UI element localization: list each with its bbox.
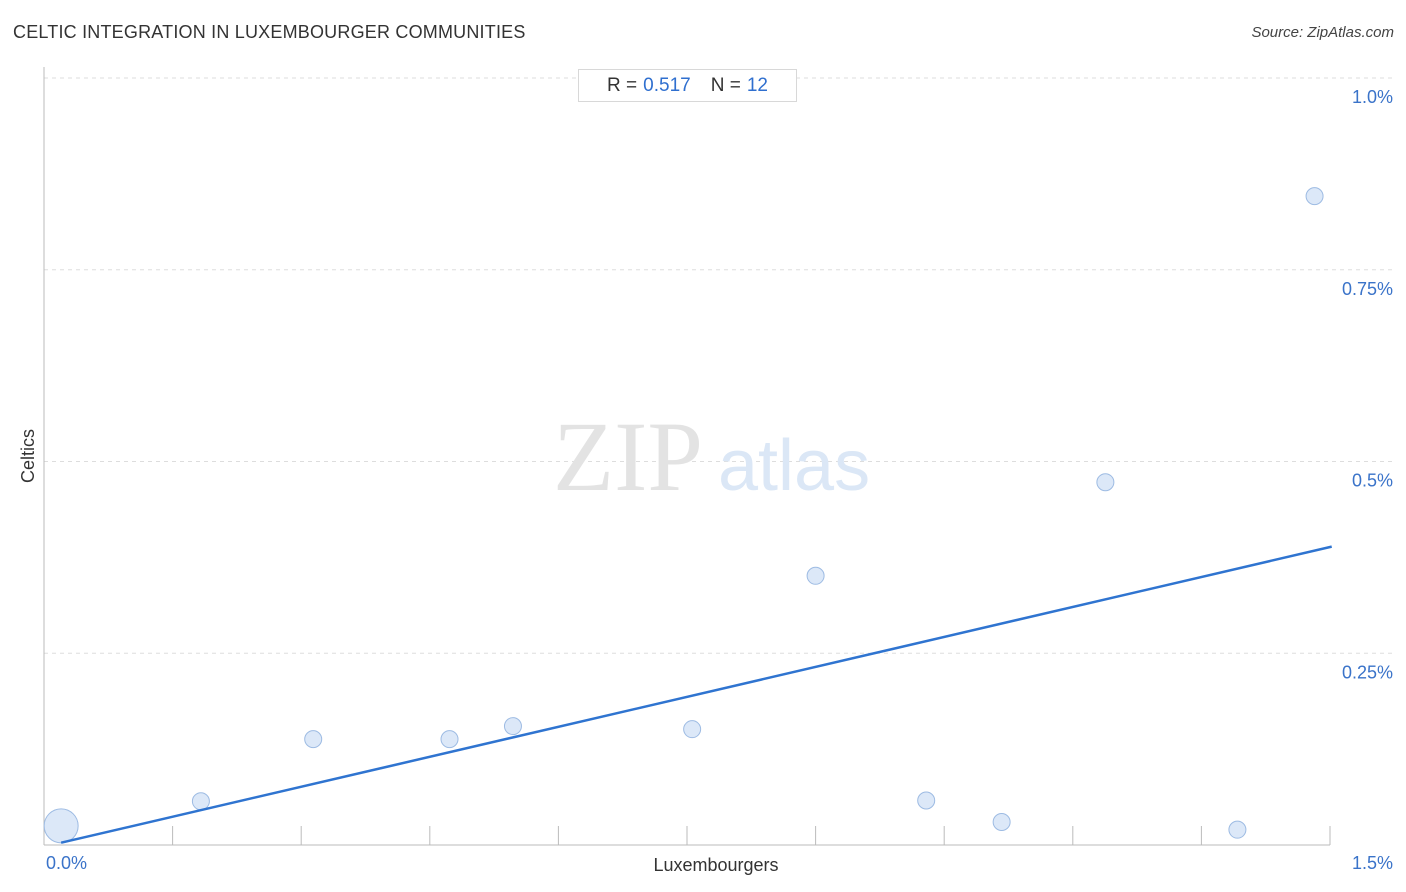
data-point-1[interactable] (191, 792, 210, 811)
x-tick-label-max: 1.5% (1352, 853, 1393, 873)
x-tick-label-min: 0.0% (46, 853, 87, 873)
n-value: 12 (746, 74, 768, 96)
y-tick-label-2: 0.75% (1342, 279, 1393, 299)
data-point-6[interactable] (806, 566, 825, 585)
data-point-8[interactable] (992, 812, 1011, 831)
r-label: R = (607, 74, 638, 96)
trend-line-group (60, 545, 1332, 844)
data-point-11[interactable] (1305, 187, 1324, 206)
correlation-stats-box: R = 0.517 N = 12 (578, 69, 797, 102)
n-label: N = (710, 74, 741, 96)
data-point-10[interactable] (1228, 820, 1247, 839)
watermark-atlas: atlas (718, 426, 870, 506)
data-point-4[interactable] (503, 717, 522, 736)
x-axis-title: Luxembourgers (653, 855, 778, 875)
chart-title: CELTIC INTEGRATION IN LUXEMBOURGER COMMU… (13, 22, 526, 42)
zipatlas-watermark: ZIP atlas (553, 401, 870, 512)
y-tick-label-0: 0.25% (1342, 662, 1393, 682)
y-tick-label-1: 0.5% (1352, 471, 1393, 491)
tick-labels: 0.25% 0.5% 0.75% 1.0% 0.0% 1.5% (46, 87, 1393, 873)
data-point-7[interactable] (917, 791, 936, 810)
axes (43, 67, 1331, 846)
data-point-2[interactable] (304, 730, 323, 749)
watermark-zip: ZIP (553, 401, 703, 512)
data-point-3[interactable] (440, 730, 459, 749)
data-point-9[interactable] (1096, 473, 1115, 492)
trend-line (60, 545, 1332, 844)
r-value: 0.517 (643, 74, 691, 96)
data-points (43, 187, 1324, 844)
y-axis-title: Celtics (18, 429, 38, 483)
grid-lines (44, 77, 1395, 654)
data-point-0[interactable] (43, 808, 79, 844)
source-label: Source: ZipAtlas.com (1251, 24, 1394, 41)
y-tick-label-3: 1.0% (1352, 87, 1393, 107)
data-point-5[interactable] (683, 720, 702, 739)
